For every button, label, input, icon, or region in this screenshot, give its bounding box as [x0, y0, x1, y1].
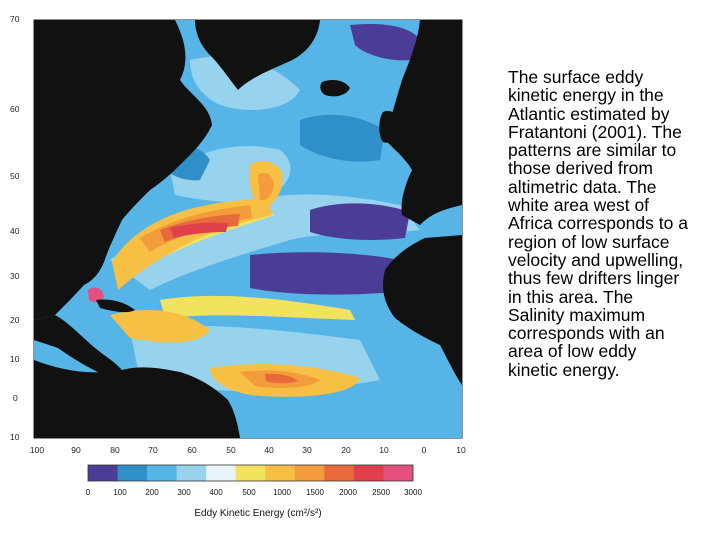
caption-line: white area west of — [508, 195, 650, 216]
caption-line: kinetic energy in the — [508, 85, 664, 106]
lat-tick: 10 — [10, 354, 20, 364]
greenland-land — [195, 20, 320, 90]
caption-line: in this area. The — [508, 286, 634, 307]
lon-tick: 100 — [30, 445, 44, 455]
low-eke-region — [300, 114, 385, 162]
europe-land — [385, 20, 462, 225]
colorbar-segment — [353, 465, 384, 481]
central-america-land — [34, 315, 122, 378]
colorbar-segment — [235, 465, 266, 481]
lat-tick: 40 — [10, 226, 20, 236]
lon-tick: 10 — [456, 445, 466, 455]
north-america-land — [34, 20, 212, 320]
low-eke-region — [350, 23, 420, 61]
loop-current-high-eke — [88, 287, 104, 303]
colorbar-tick: 1500 — [306, 488, 324, 497]
colorbar-segment — [324, 465, 355, 481]
lon-tick: 50 — [226, 445, 236, 455]
eke-band-yellow — [160, 295, 355, 320]
lon-tick: 30 — [302, 445, 312, 455]
colorbar-segment — [265, 465, 296, 481]
caption-line: Atlantic estimated by — [508, 103, 670, 124]
lon-tick: 40 — [264, 445, 274, 455]
colorbar-tick: 2000 — [339, 488, 357, 497]
caption-line: altimetric data. The — [508, 176, 657, 197]
colorbar-title: Eddy Kinetic Energy (cm²/s²) — [194, 508, 321, 519]
lat-tick: 30 — [10, 271, 20, 281]
colorbar-segment — [176, 465, 207, 481]
caption-line: kinetic energy. — [508, 359, 620, 380]
lon-tick: 10 — [379, 445, 389, 455]
colorbar-tick: 2500 — [372, 488, 390, 497]
eddy-energy-map-figure: 70 60 50 40 30 20 10 0 10 100 90 80 70 6… — [10, 14, 466, 519]
lat-tick: 60 — [10, 104, 20, 114]
map-plot — [34, 20, 462, 438]
lat-tick: 70 — [10, 14, 20, 24]
caption-line: Africa corresponds to a — [508, 213, 688, 234]
caption-line: The surface eddy — [508, 67, 644, 87]
colorbar-segment — [147, 465, 177, 481]
colorbar-tick: 400 — [209, 488, 223, 497]
low-eke-region — [310, 203, 410, 240]
south-america-land — [34, 360, 240, 438]
colorbar-tick: 3000 — [404, 488, 422, 497]
lat-tick: 50 — [10, 171, 20, 181]
colorbar-tick: 300 — [177, 488, 191, 497]
colorbar-border — [87, 464, 414, 482]
caption-line: patterns are similar to — [508, 140, 677, 161]
caption-line: Fratantoni (2001). The — [508, 121, 682, 142]
caption-line: corresponds with an — [508, 323, 665, 344]
land-masses — [34, 20, 462, 438]
colorbar-tick: 0 — [86, 488, 91, 497]
colorbar-tick: 200 — [145, 488, 159, 497]
lon-tick: 60 — [187, 445, 197, 455]
colorbar-segment — [383, 465, 414, 481]
gulf-stream-core — [170, 222, 228, 238]
equatorial-high-eke — [265, 373, 298, 384]
cuba-land — [96, 299, 135, 313]
colorbar-segment — [206, 465, 237, 481]
caption-line: velocity and upwelling, — [508, 249, 684, 270]
caption-line: area of low eddy — [508, 341, 637, 362]
caption-line: thus few drifters linger — [508, 268, 680, 289]
caption-line: those derived from — [508, 158, 653, 179]
latitude-ticks: 70 60 50 40 30 20 10 0 10 — [10, 14, 20, 442]
iceland-land — [320, 80, 350, 97]
lon-tick: 80 — [110, 445, 120, 455]
figure-caption: The surface eddy kinetic energy in the A… — [508, 68, 718, 379]
colorbar-ticks: 0 100 200 300 400 500 1000 1500 2000 250… — [86, 488, 423, 497]
caption-line: Salinity maximum — [508, 304, 646, 325]
colorbar-tick: 500 — [242, 488, 256, 497]
lat-tick: 10 — [10, 432, 20, 442]
lon-tick: 70 — [148, 445, 158, 455]
colorbar — [87, 464, 414, 482]
lat-tick: 0 — [13, 393, 18, 403]
colorbar-tick: 100 — [113, 488, 127, 497]
british-isles-land — [379, 110, 398, 143]
colorbar-segment — [294, 465, 325, 481]
caribbean-high-eke — [110, 310, 210, 343]
colorbar-tick: 1000 — [273, 488, 291, 497]
lon-tick: 90 — [71, 445, 81, 455]
colorbar-segment — [88, 465, 118, 481]
colorbar-segment — [117, 465, 148, 481]
low-eke-region — [250, 252, 400, 295]
lon-tick: 20 — [341, 445, 351, 455]
north-atlantic-current — [258, 172, 274, 201]
africa-land — [383, 235, 462, 385]
longitude-ticks: 100 90 80 70 60 50 40 30 20 10 0 10 — [30, 445, 466, 455]
lat-tick: 20 — [10, 315, 20, 325]
caption-line: region of low surface — [508, 231, 670, 252]
lon-tick: 0 — [422, 445, 427, 455]
